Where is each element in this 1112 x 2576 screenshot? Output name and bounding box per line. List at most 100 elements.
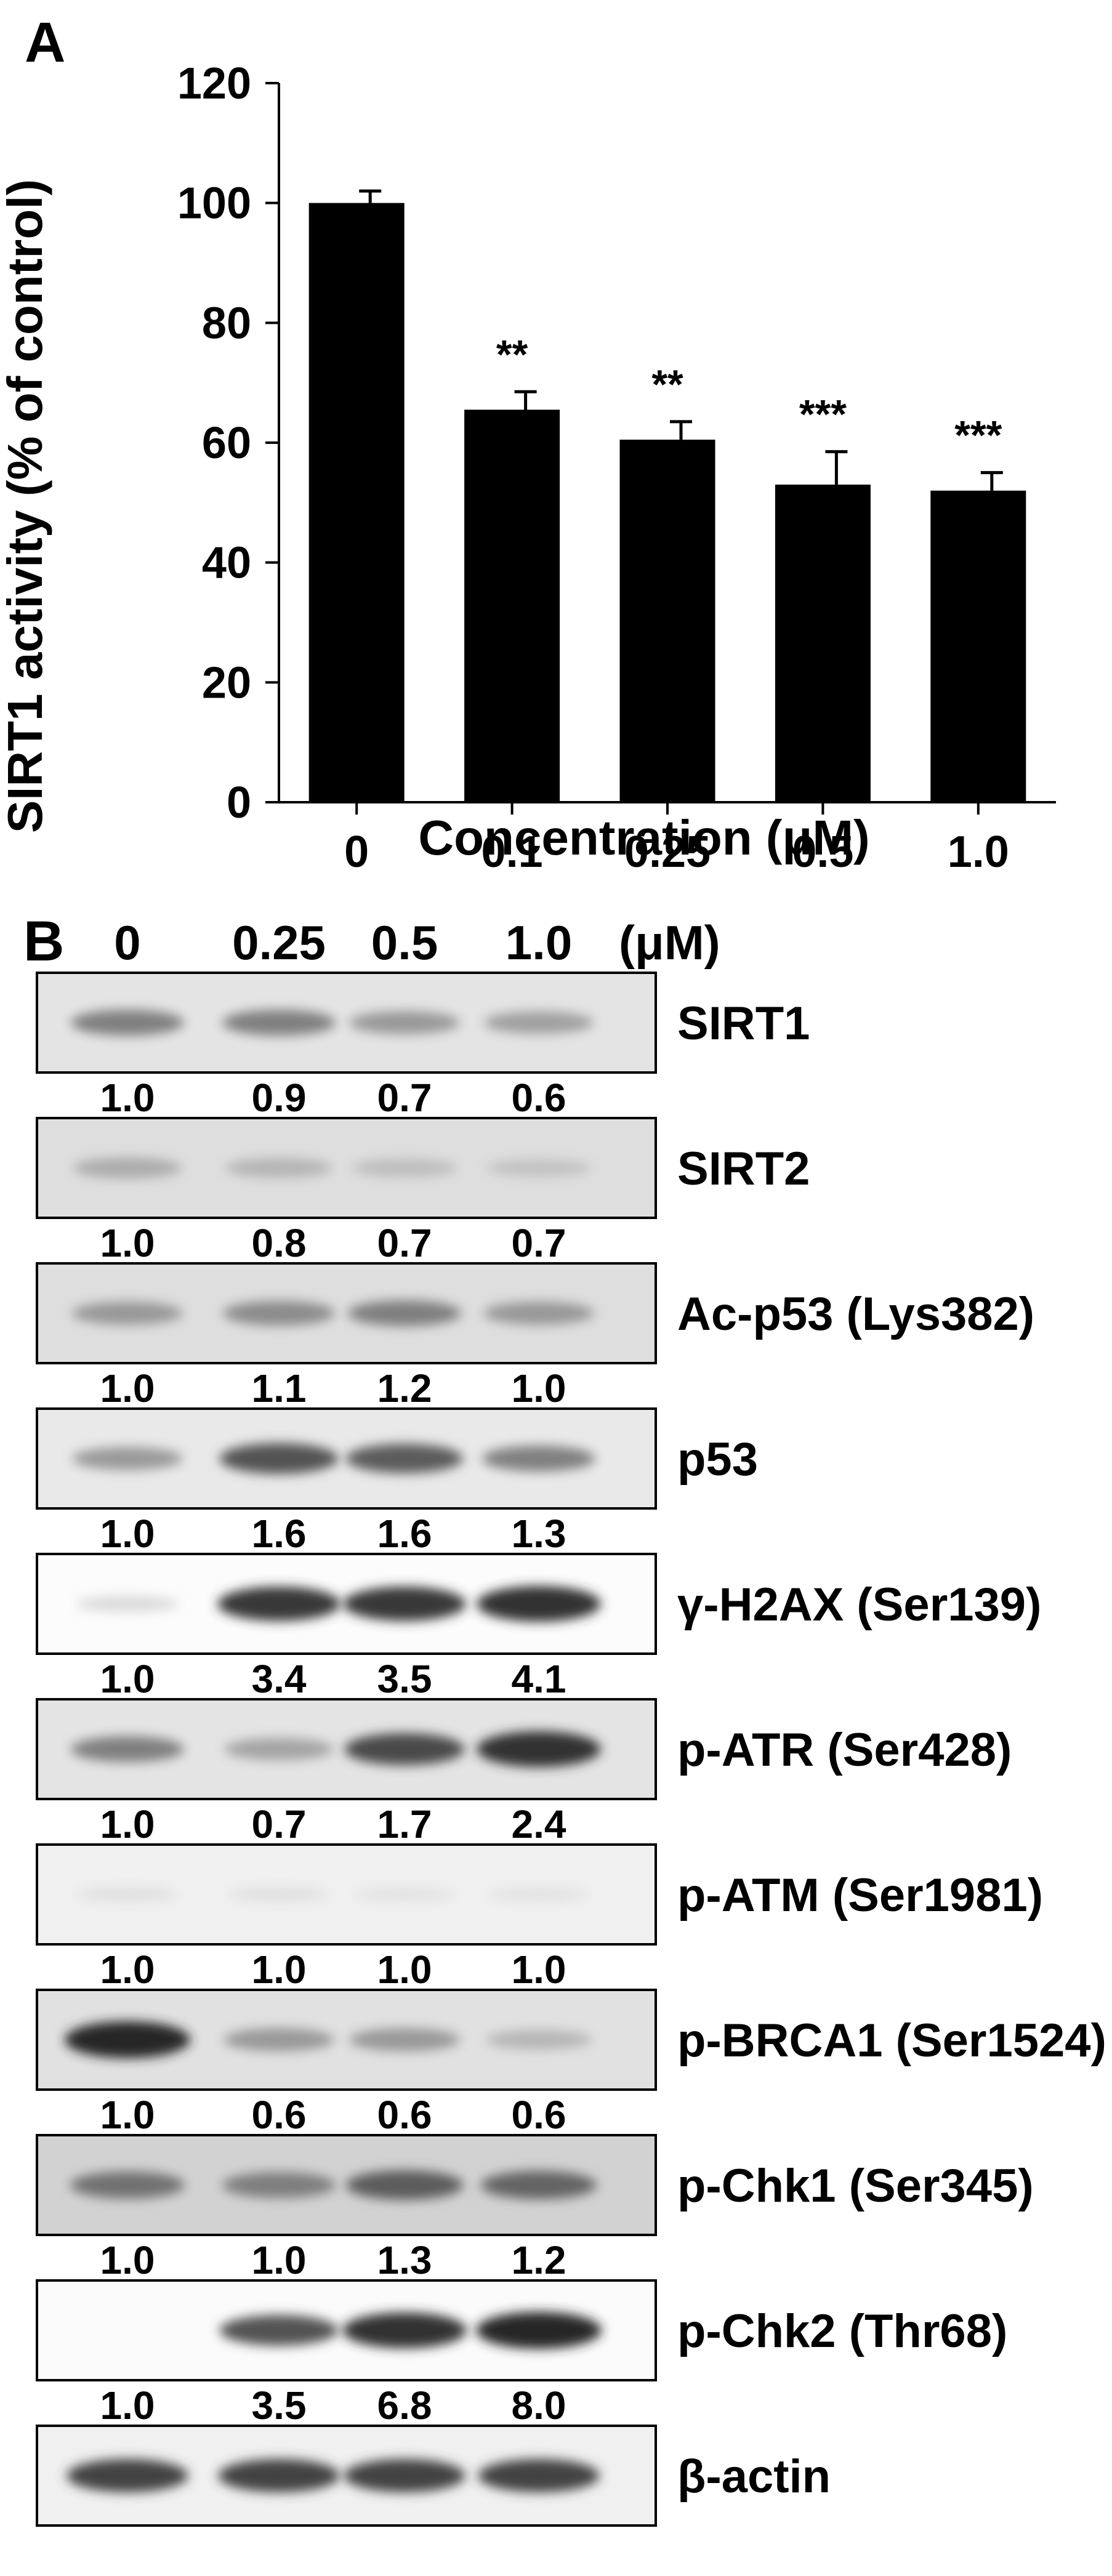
protein-band xyxy=(477,1731,601,1767)
concentration-unit: (μM) xyxy=(619,916,720,970)
protein-label: SIRT1 xyxy=(677,997,810,1050)
protein-label: p-Chk2 (Thr68) xyxy=(677,2305,1007,2357)
blot-row: SIRT1 1.0 0.9 0.7 0.6 xyxy=(36,972,810,1120)
y-tick-label: 20 xyxy=(202,658,251,707)
quantification-value: 3.5 xyxy=(252,2383,307,2428)
quantification-value: 0.7 xyxy=(512,1221,566,1265)
x-tick-label: 0.5 xyxy=(792,827,853,877)
protein-label: γ-H2AX (Ser139) xyxy=(677,1579,1041,1631)
x-tick-label: 0 xyxy=(344,827,369,877)
protein-label: β-actin xyxy=(677,2450,831,2503)
protein-band xyxy=(345,1444,464,1473)
quantification-value: 1.6 xyxy=(377,1511,432,1556)
x-axis-title: Concentration (μM) xyxy=(418,810,869,865)
protein-band xyxy=(483,1302,594,1325)
quantification-value: 1.7 xyxy=(377,1802,432,1846)
quantification-value: 1.0 xyxy=(100,1802,155,1846)
protein-band xyxy=(489,1888,589,1901)
blot-row: p53 1.0 1.6 1.6 1.3 xyxy=(36,1407,758,1556)
protein-band xyxy=(219,2315,339,2346)
blot-row: p-Chk2 (Thr68) 1.0 3.5 6.8 8.0 xyxy=(36,2279,1007,2428)
blot-row: Ac-p53 (Lys382) 1.0 1.1 1.2 1.0 xyxy=(36,1262,1034,1411)
blot-row: p-BRCA1 (Ser1524) 1.0 0.6 0.6 0.6 xyxy=(36,1989,1106,2137)
protein-band xyxy=(343,1587,466,1621)
quantification-value: 1.0 xyxy=(512,1366,566,1411)
y-tick-label: 120 xyxy=(177,59,251,108)
quantification-value: 1.0 xyxy=(252,1947,307,1992)
lane-label: 1.0 xyxy=(506,916,572,970)
bar xyxy=(308,203,405,803)
quantification-value: 0.6 xyxy=(252,2093,307,2137)
quantification-value: 1.1 xyxy=(252,1366,307,1411)
protein-band xyxy=(222,2172,336,2198)
quantification-value: 1.0 xyxy=(100,1657,155,1701)
x-tick-label: 1.0 xyxy=(948,827,1009,877)
blot-row: p-ATM (Ser1981) 1.0 1.0 1.0 1.0 xyxy=(36,1843,1043,1992)
protein-band xyxy=(347,1300,462,1326)
protein-band xyxy=(355,1888,454,1901)
protein-band xyxy=(228,1887,329,1902)
protein-band xyxy=(483,1011,594,1034)
protein-band xyxy=(222,1010,336,1036)
protein-band xyxy=(480,2171,597,2199)
quantification-value: 1.0 xyxy=(100,1511,155,1556)
quantification-value: 0.6 xyxy=(512,2093,566,2137)
y-tick-label: 80 xyxy=(202,299,251,348)
protein-label: p-Chk1 (Ser345) xyxy=(677,2160,1034,2212)
protein-band xyxy=(349,2028,460,2051)
protein-band xyxy=(217,1587,340,1621)
protein-band xyxy=(342,2312,467,2348)
blot-row: β-actin xyxy=(36,2425,831,2527)
blot-row: SIRT2 1.0 0.8 0.7 0.7 xyxy=(36,1117,810,1265)
significance-label: ** xyxy=(496,331,528,377)
quantification-value: 2.4 xyxy=(512,1802,566,1846)
protein-label: p-BRCA1 (Ser1524) xyxy=(677,2015,1106,2067)
quantification-value: 1.0 xyxy=(100,1366,155,1411)
lane-label: 0.25 xyxy=(232,916,326,970)
protein-band xyxy=(77,1887,178,1902)
protein-band xyxy=(70,1010,185,1036)
quantification-value: 0.9 xyxy=(252,1076,307,1120)
bar xyxy=(464,409,560,802)
protein-band xyxy=(486,1159,591,1177)
protein-label: p-ATM (Ser1981) xyxy=(677,1869,1043,1922)
protein-band xyxy=(225,1158,332,1178)
bar-series: ******* *** xyxy=(308,189,1026,803)
protein-band xyxy=(72,1302,183,1325)
protein-label: Ac-p53 (Lys382) xyxy=(677,1288,1034,1340)
quantification-value: 1.3 xyxy=(377,2238,432,2282)
quantification-value: 1.2 xyxy=(377,1366,432,1411)
quantification-value: 3.5 xyxy=(377,1657,432,1701)
quantification-value: 1.0 xyxy=(100,2383,155,2428)
quantification-value: 1.0 xyxy=(100,1221,155,1265)
quantification-value: 0.7 xyxy=(377,1221,432,1265)
x-axis-ticks: 0 0.1 0.25 0.5 1.0 xyxy=(344,802,1009,877)
protein-band xyxy=(65,2021,190,2058)
quantification-value: 6.8 xyxy=(377,2383,432,2428)
y-tick-label: 0 xyxy=(227,778,251,827)
y-tick-label: 100 xyxy=(177,179,251,228)
protein-band xyxy=(66,2459,188,2492)
protein-band xyxy=(70,1736,185,1762)
protein-band xyxy=(224,1738,334,1760)
lane-label: 0 xyxy=(114,916,140,970)
lane-label: 0.5 xyxy=(371,916,438,970)
protein-band xyxy=(352,1159,457,1177)
protein-band xyxy=(70,2171,185,2199)
blot-row: p-Chk1 (Ser345) 1.0 1.0 1.3 1.2 xyxy=(36,2134,1034,2282)
bar xyxy=(930,490,1026,802)
protein-band xyxy=(481,1446,596,1471)
blot-row: p-ATR (Ser428) 1.0 0.7 1.7 2.4 xyxy=(36,1698,1012,1846)
bar xyxy=(619,440,715,802)
protein-band xyxy=(218,2459,340,2492)
protein-band xyxy=(349,1011,460,1034)
quantification-value: 0.6 xyxy=(377,2093,432,2137)
protein-label: p53 xyxy=(677,1433,758,1486)
protein-band xyxy=(73,1157,182,1178)
quantification-value: 4.1 xyxy=(512,1657,566,1701)
protein-band xyxy=(72,1447,183,1470)
protein-band xyxy=(476,2312,602,2349)
protein-label: SIRT2 xyxy=(677,1143,810,1195)
panel-a-letter: A xyxy=(25,11,65,74)
